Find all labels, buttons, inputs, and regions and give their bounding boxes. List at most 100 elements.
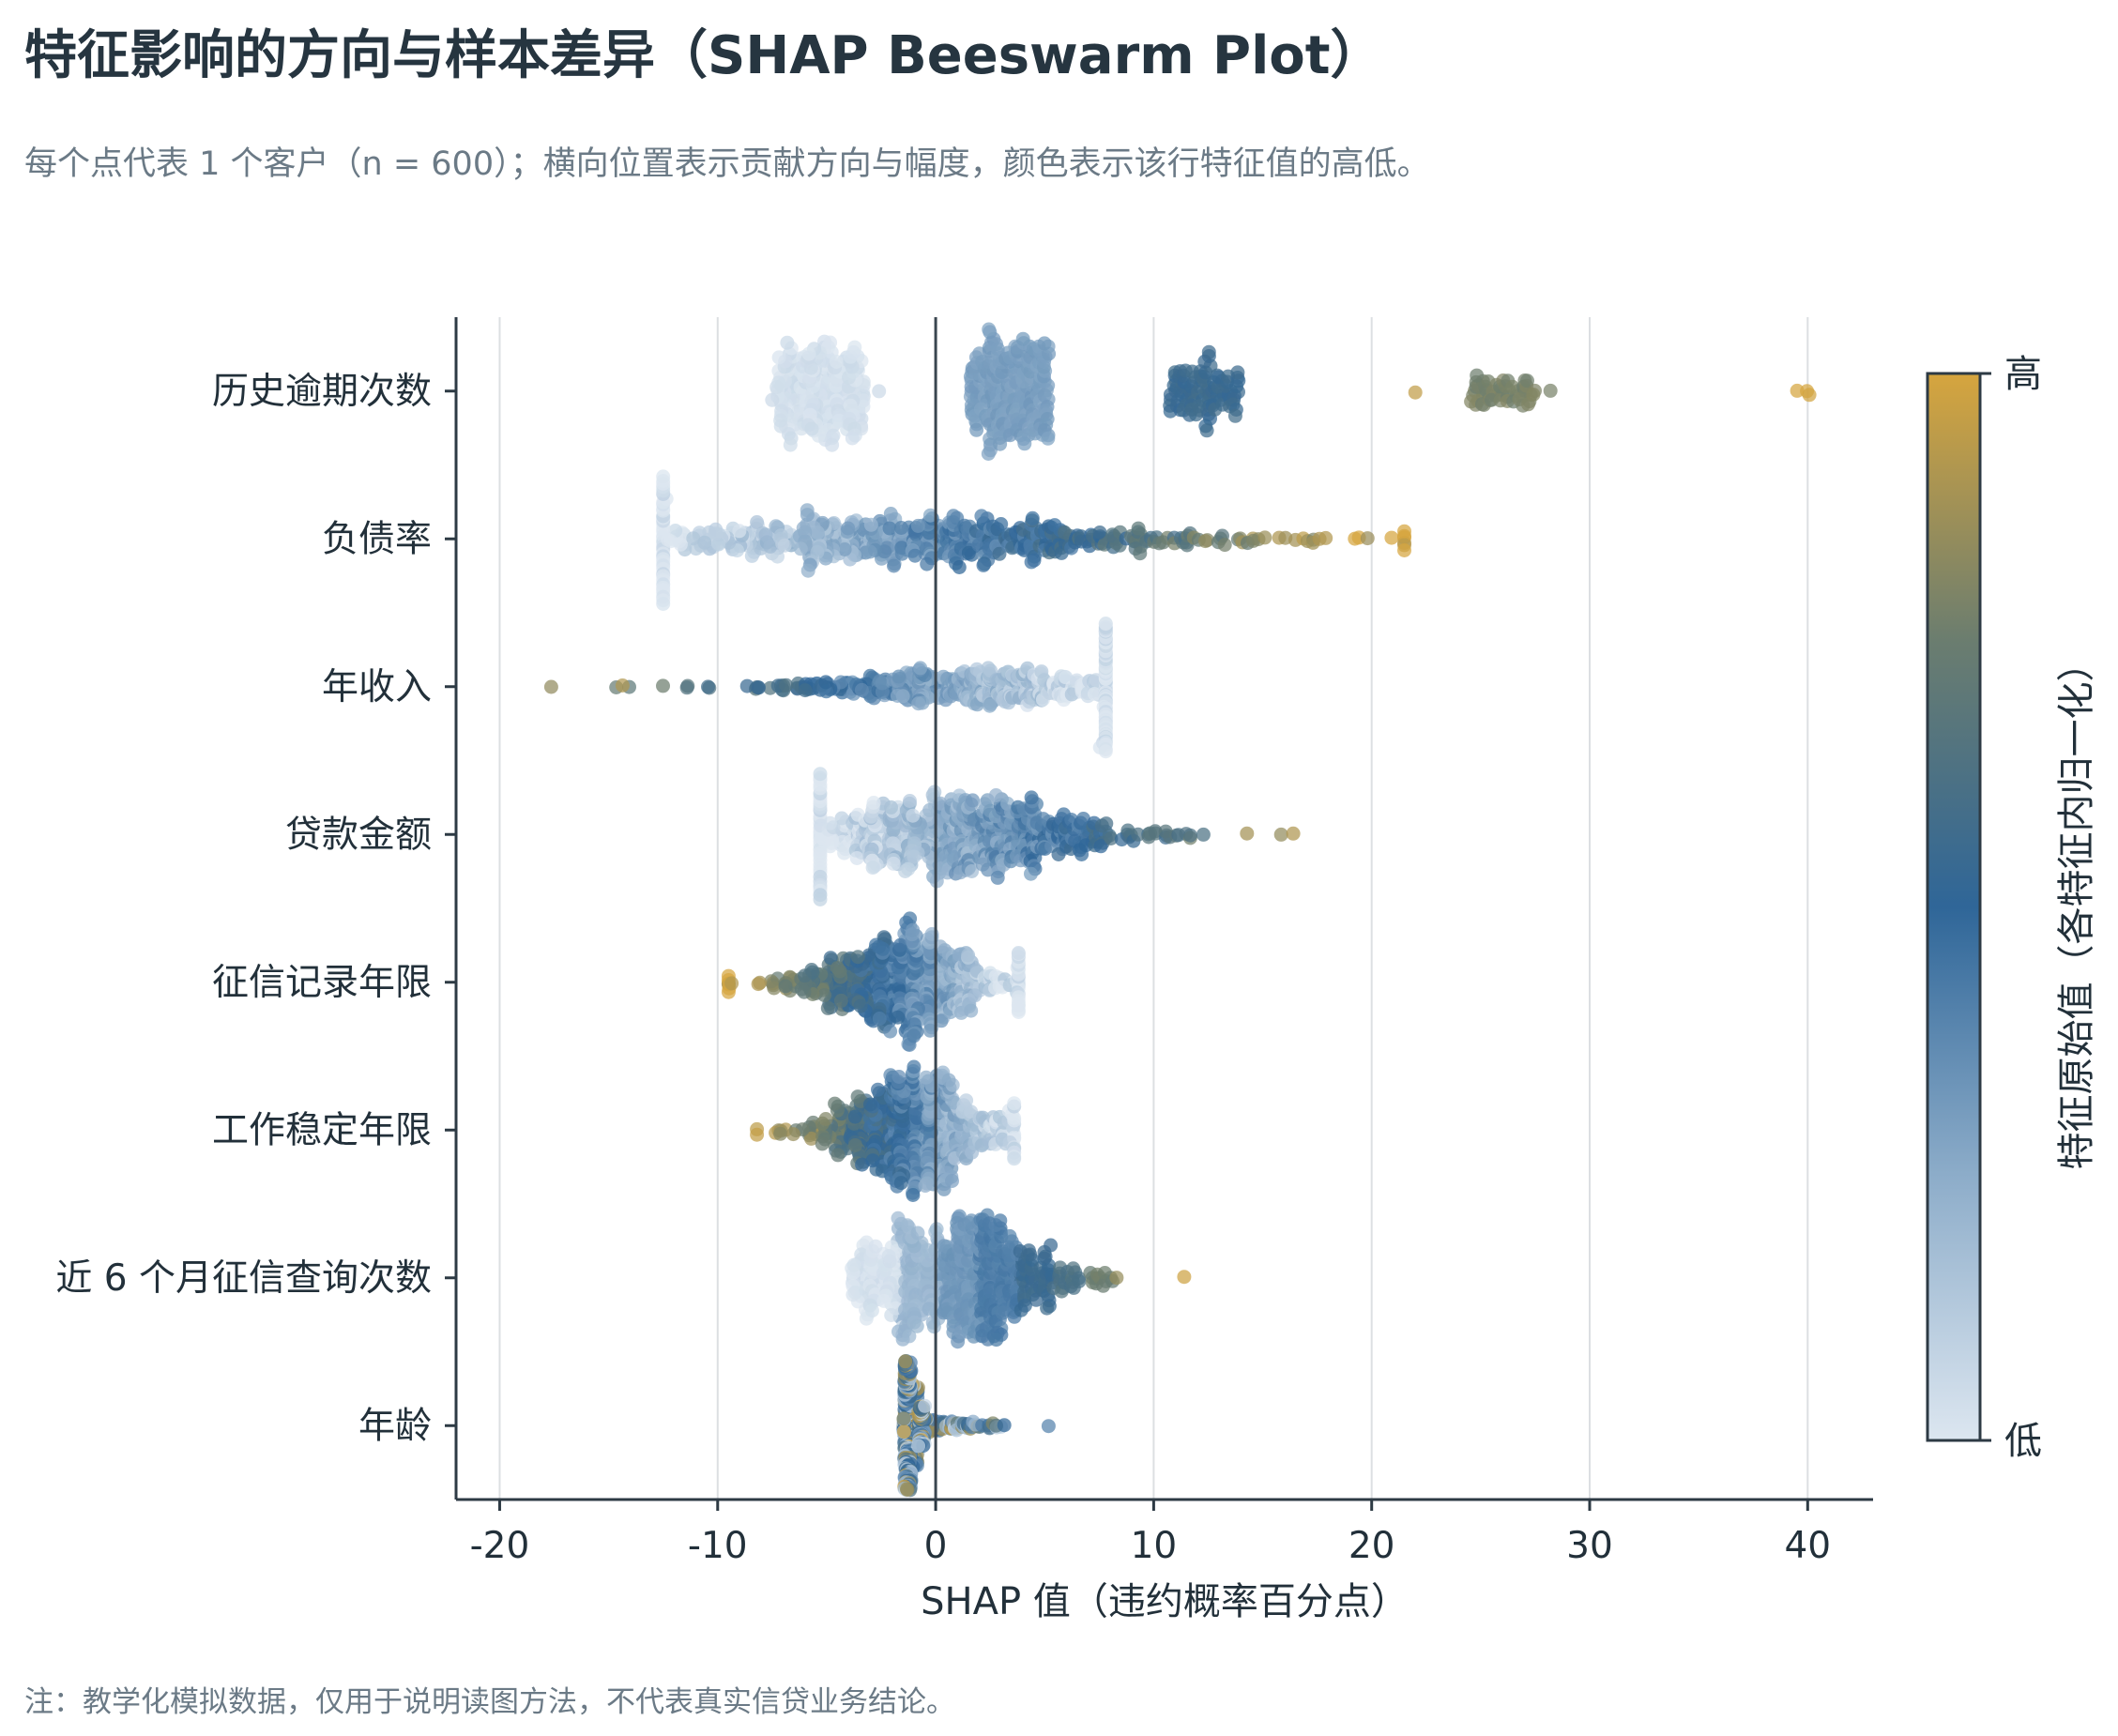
data-point — [891, 669, 907, 684]
feature-points — [896, 1354, 1056, 1498]
data-point — [543, 679, 558, 694]
data-point — [846, 1257, 861, 1272]
data-point — [952, 560, 967, 574]
data-point — [922, 1302, 937, 1317]
data-point — [656, 469, 671, 484]
data-point — [679, 680, 694, 695]
data-point — [770, 549, 785, 564]
data-point — [1790, 383, 1805, 398]
data-point — [1131, 521, 1146, 536]
feature-label: 历史逾期次数 — [212, 371, 432, 413]
data-point — [964, 547, 979, 562]
data-point — [1198, 534, 1212, 549]
data-point — [1044, 1238, 1059, 1253]
data-point — [846, 1287, 861, 1302]
data-point — [823, 839, 838, 854]
data-point — [845, 431, 860, 446]
x-tick-label: 40 — [1784, 1525, 1831, 1567]
data-point — [872, 1012, 887, 1026]
data-point — [1025, 510, 1040, 525]
data-point — [983, 698, 998, 713]
data-point — [758, 527, 773, 542]
data-point — [911, 696, 926, 711]
data-point — [918, 1398, 933, 1413]
data-point — [1024, 790, 1039, 805]
data-point — [893, 521, 908, 535]
data-point — [872, 384, 887, 399]
colorbar-title: 特征原始值（各特征内归一化） — [2055, 645, 2098, 1170]
data-point — [1240, 826, 1255, 841]
data-point — [981, 661, 996, 676]
data-point — [990, 870, 1005, 885]
data-point — [922, 508, 937, 523]
data-point — [992, 546, 1007, 561]
data-point — [820, 1000, 835, 1015]
data-point — [1098, 617, 1113, 631]
data-point — [810, 544, 825, 559]
colorbar-gradient — [1926, 372, 1982, 1442]
data-point — [829, 355, 844, 369]
data-point — [854, 682, 869, 697]
data-point — [663, 534, 678, 549]
data-point — [890, 689, 905, 703]
data-point — [1072, 1273, 1087, 1288]
chart-title: 特征影响的方向与样本差异（SHAP Beeswarm Plot） — [24, 25, 1383, 86]
data-point — [910, 1226, 925, 1241]
data-point — [1196, 827, 1211, 842]
x-tick-label: 20 — [1349, 1525, 1395, 1567]
data-point — [837, 542, 852, 556]
data-point — [941, 1073, 956, 1088]
feature-points — [765, 322, 1817, 461]
data-point — [847, 1109, 862, 1124]
data-point — [876, 1293, 891, 1308]
data-point — [1470, 368, 1485, 383]
data-point — [780, 335, 795, 350]
data-point — [656, 678, 670, 693]
data-point — [1408, 385, 1423, 400]
x-tick-label: 0 — [924, 1525, 948, 1567]
data-point — [856, 399, 871, 414]
data-point — [1217, 538, 1232, 553]
data-point — [989, 1332, 1004, 1348]
data-point — [830, 1148, 846, 1163]
data-point — [796, 521, 811, 536]
data-point — [1041, 1419, 1056, 1434]
data-point — [804, 421, 819, 436]
data-point — [863, 1097, 877, 1112]
x-tick-label: 10 — [1131, 1525, 1178, 1567]
data-point — [1199, 423, 1214, 438]
data-point — [1109, 1271, 1124, 1286]
data-point — [1246, 533, 1260, 548]
feature-label: 近 6 个月征信查询次数 — [55, 1257, 432, 1300]
data-point — [1007, 1151, 1022, 1166]
feature-points — [813, 767, 1301, 906]
data-point — [964, 1003, 979, 1018]
data-point — [907, 548, 922, 563]
data-point — [773, 419, 788, 434]
data-point — [1024, 866, 1038, 881]
data-point — [833, 993, 848, 1008]
data-point — [906, 922, 921, 937]
data-point — [1092, 525, 1107, 540]
data-point — [797, 984, 812, 999]
data-point — [1227, 408, 1242, 423]
data-point — [891, 1010, 906, 1025]
data-point — [883, 1024, 898, 1039]
data-point — [709, 525, 724, 541]
data-point — [1098, 744, 1113, 759]
data-point — [771, 350, 786, 365]
data-point — [898, 1354, 913, 1369]
data-point — [919, 1070, 934, 1085]
data-point — [1360, 531, 1375, 546]
data-point — [887, 558, 901, 573]
data-point — [1520, 373, 1534, 388]
data-point — [1182, 828, 1197, 843]
feature-label: 贷款金额 — [285, 814, 432, 856]
colorbar: 高 低 特征原始值（各特征内归一化） — [1926, 353, 2098, 1463]
grid-lines — [498, 317, 1809, 1500]
data-point — [847, 1138, 862, 1152]
data-point — [750, 515, 765, 529]
data-point — [1002, 1228, 1017, 1243]
footnote: 注：教学化模拟数据，仅用于说明读图方法，不代表真实信贷业务结论。 — [24, 1685, 955, 1719]
data-point — [813, 892, 828, 906]
